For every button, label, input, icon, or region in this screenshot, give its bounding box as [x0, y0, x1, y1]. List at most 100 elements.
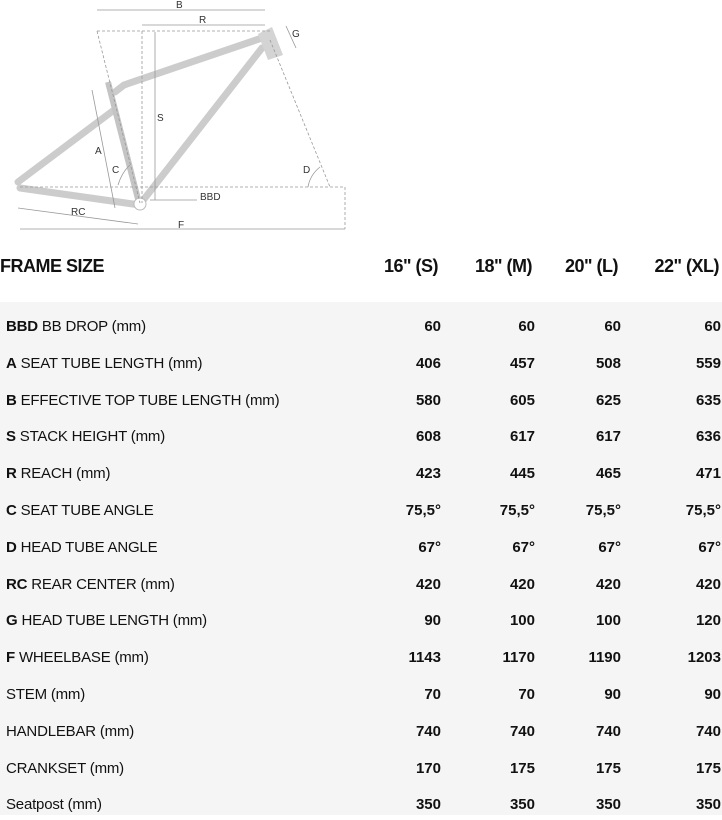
cell-value: 175 [509, 759, 535, 777]
cell-value: 445 [509, 465, 535, 483]
row-label-text: REAR CENTER (mm) [31, 575, 175, 593]
row-code: F [6, 649, 15, 667]
row-code: D [6, 538, 17, 556]
cell-value: 423 [415, 465, 441, 483]
cell-value: 508 [595, 354, 621, 372]
row-label-text: SEAT TUBE LENGTH (mm) [20, 354, 203, 372]
row-label: F WHEELBASE (mm) [6, 643, 149, 673]
geometry-table: BBD BB DROP (mm) 60 60 60 60 A SEAT TUBE LENG… [0, 302, 722, 815]
row-code: R [6, 465, 17, 483]
cell-value: 420 [695, 575, 721, 593]
cell-value: 559 [695, 354, 721, 372]
table-row: HANDLEBAR (mm) 740 740 740 740 [0, 717, 722, 747]
cell-value: 635 [695, 391, 721, 409]
cell-value: 75,5° [405, 502, 441, 519]
cell-value: 740 [415, 722, 441, 740]
cell-value: 1170 [502, 649, 535, 667]
cell-value: 420 [415, 575, 441, 593]
cell-value: 70 [518, 686, 535, 703]
row-label: S STACK HEIGHT (mm) [6, 422, 165, 452]
row-code: C [6, 502, 17, 519]
cell-value: 350 [595, 796, 621, 814]
cell-value: 625 [595, 391, 621, 409]
bottom-bracket [133, 197, 147, 211]
cell-value: 1143 [408, 649, 441, 667]
cell-value: 60 [704, 318, 721, 335]
row-code: A [6, 354, 17, 372]
head-tube [258, 27, 283, 60]
cell-value: 170 [415, 759, 441, 777]
row-label: BBD BB DROP (mm) [6, 312, 146, 342]
row-label-text: BB DROP (mm) [41, 318, 146, 335]
size-m: 18" (M) [474, 256, 533, 276]
cell-value: 636 [695, 428, 721, 446]
label-g: G [292, 29, 300, 40]
cell-value: 75,5° [585, 502, 621, 519]
row-label: G HEAD TUBE LENGTH (mm) [6, 606, 207, 636]
cell-value: 120 [695, 612, 721, 630]
row-label: B EFFECTIVE TOP TUBE LENGTH (mm) [6, 386, 280, 416]
cell-value: 67° [698, 538, 721, 556]
cell-value: 420 [509, 575, 535, 593]
table-row: CRANKSET (mm) 170 175 175 175 [0, 754, 722, 784]
label-c: C [112, 165, 119, 176]
table-row: STEM (mm) 70 70 90 90 [0, 680, 722, 710]
cell-value: 350 [695, 796, 721, 814]
size-xl: 22" (XL) [654, 256, 719, 276]
size-l: 20" (L) [564, 256, 619, 276]
cell-value: 420 [595, 575, 621, 593]
row-label-text: SEAT TUBE ANGLE [20, 502, 154, 519]
cell-value: 608 [415, 428, 441, 446]
cell-value: 471 [695, 465, 721, 483]
row-code: G [6, 612, 18, 630]
cell-value: 175 [695, 759, 721, 777]
table-row: D HEAD TUBE ANGLE 67° 67° 67° 67° [0, 533, 722, 563]
cell-value: 1203 [687, 649, 721, 667]
size-s: 16" (S) [383, 256, 439, 276]
cell-value: 457 [509, 354, 535, 372]
top-tube [111, 34, 266, 96]
cell-value: 605 [509, 391, 535, 409]
row-label-text: CRANKSET (mm) [6, 759, 124, 777]
cell-value: 740 [695, 722, 721, 740]
row-label: RC REAR CENTER (mm) [6, 570, 175, 600]
row-label: CRANKSET (mm) [6, 754, 124, 784]
row-label: R REACH (mm) [6, 459, 110, 489]
label-r: R [199, 15, 206, 26]
row-code: RC [6, 575, 28, 593]
cell-value: 70 [424, 686, 441, 703]
label-b: B [176, 0, 183, 11]
cell-value: 1190 [588, 649, 621, 667]
row-label: A SEAT TUBE LENGTH (mm) [6, 349, 202, 379]
cell-value: 406 [415, 354, 441, 372]
seat-tube [105, 81, 142, 204]
row-label-text: EFFECTIVE TOP TUBE LENGTH (mm) [20, 391, 280, 409]
label-d: D [303, 165, 310, 176]
row-label: STEM (mm) [6, 680, 85, 710]
table-row: BBD BB DROP (mm) 60 60 60 60 [0, 312, 722, 342]
cell-value: 617 [595, 428, 621, 446]
row-label-text: HEAD TUBE ANGLE [20, 538, 158, 556]
cell-value: 617 [509, 428, 535, 446]
row-label-text: HEAD TUBE LENGTH (mm) [21, 612, 207, 630]
cell-value: 67° [418, 538, 441, 556]
cell-value: 100 [509, 612, 535, 630]
label-rc: RC [71, 207, 85, 218]
cell-value: 465 [595, 465, 621, 483]
row-label-text: HANDLEBAR (mm) [6, 722, 135, 740]
cell-value: 90 [704, 686, 721, 703]
frame-geometry-diagram: B R G S A C D BBD RC F [14, 0, 346, 231]
cell-value: 175 [595, 759, 621, 777]
cell-value: 580 [415, 391, 441, 409]
cell-value: 75,5° [685, 502, 721, 519]
row-code: S [6, 428, 16, 446]
cell-value: 60 [424, 318, 441, 335]
label-a: A [95, 146, 102, 157]
cell-value: 67° [512, 538, 535, 556]
cell-value: 350 [509, 796, 535, 814]
label-s: S [157, 113, 164, 124]
row-label-text: STACK HEIGHT (mm) [19, 428, 165, 446]
row-code: BBD [6, 318, 38, 335]
table-row: C SEAT TUBE ANGLE 75,5° 75,5° 75,5° 75,5° [0, 496, 722, 526]
cell-value: 67° [598, 538, 621, 556]
